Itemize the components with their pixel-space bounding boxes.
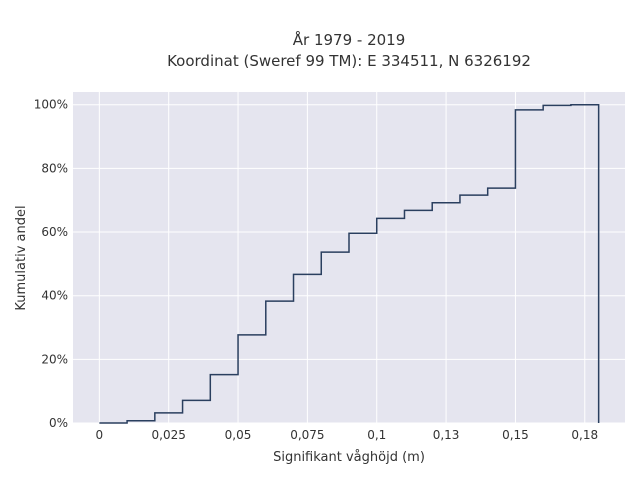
x-tick-label: 0,15 [502, 428, 529, 442]
plot-background [73, 92, 625, 423]
x-axis-ticks: 0 0,025 0,05 0,075 0,1 0,13 0,15 0,18 [96, 428, 599, 442]
x-tick-label: 0,025 [152, 428, 186, 442]
y-axis-title: Kumulativ andel [14, 205, 29, 310]
x-tick-label: 0,18 [571, 428, 598, 442]
cumulative-step-line [99, 103, 600, 424]
grid-lines [73, 92, 625, 424]
x-tick-label: 0,13 [433, 428, 460, 442]
x-axis-title: Signifikant våghöjd (m) [273, 450, 425, 465]
x-tick-label: 0,1 [367, 428, 386, 442]
y-tick-label: 60% [41, 225, 68, 239]
chart-title-line-2: Koordinat (Sweref 99 TM): E 334511, N 63… [167, 52, 531, 70]
y-tick-label: 100% [34, 98, 68, 112]
y-tick-label: 0% [49, 416, 68, 430]
chart-title-line-1: År 1979 - 2019 [293, 30, 406, 49]
y-tick-label: 80% [41, 161, 68, 175]
x-tick-label: 0,075 [290, 428, 324, 442]
y-tick-label: 40% [41, 289, 68, 303]
y-axis-ticks: 0% 20% 40% 60% 80% 100% [34, 98, 68, 430]
y-tick-label: 20% [41, 352, 68, 366]
x-tick-label: 0 [96, 428, 104, 442]
x-tick-label: 0,05 [225, 428, 252, 442]
